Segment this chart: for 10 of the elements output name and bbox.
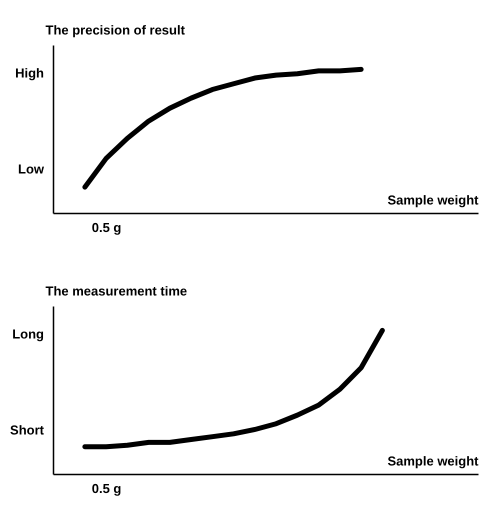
- text: Short: [10, 422, 45, 438]
- text: 0.5 g: [92, 220, 122, 235]
- x-axis-title: Sample weight: [387, 454, 480, 468]
- text: Long: [12, 326, 44, 342]
- x-axis-title: Sample weight: [387, 192, 480, 208]
- text: Low: [18, 161, 45, 176]
- y-axis-title: The measurement time: [46, 284, 188, 298]
- text: High: [15, 66, 44, 81]
- text: 0.5 g: [92, 481, 122, 496]
- y-axis-title: The precision of result: [46, 22, 186, 38]
